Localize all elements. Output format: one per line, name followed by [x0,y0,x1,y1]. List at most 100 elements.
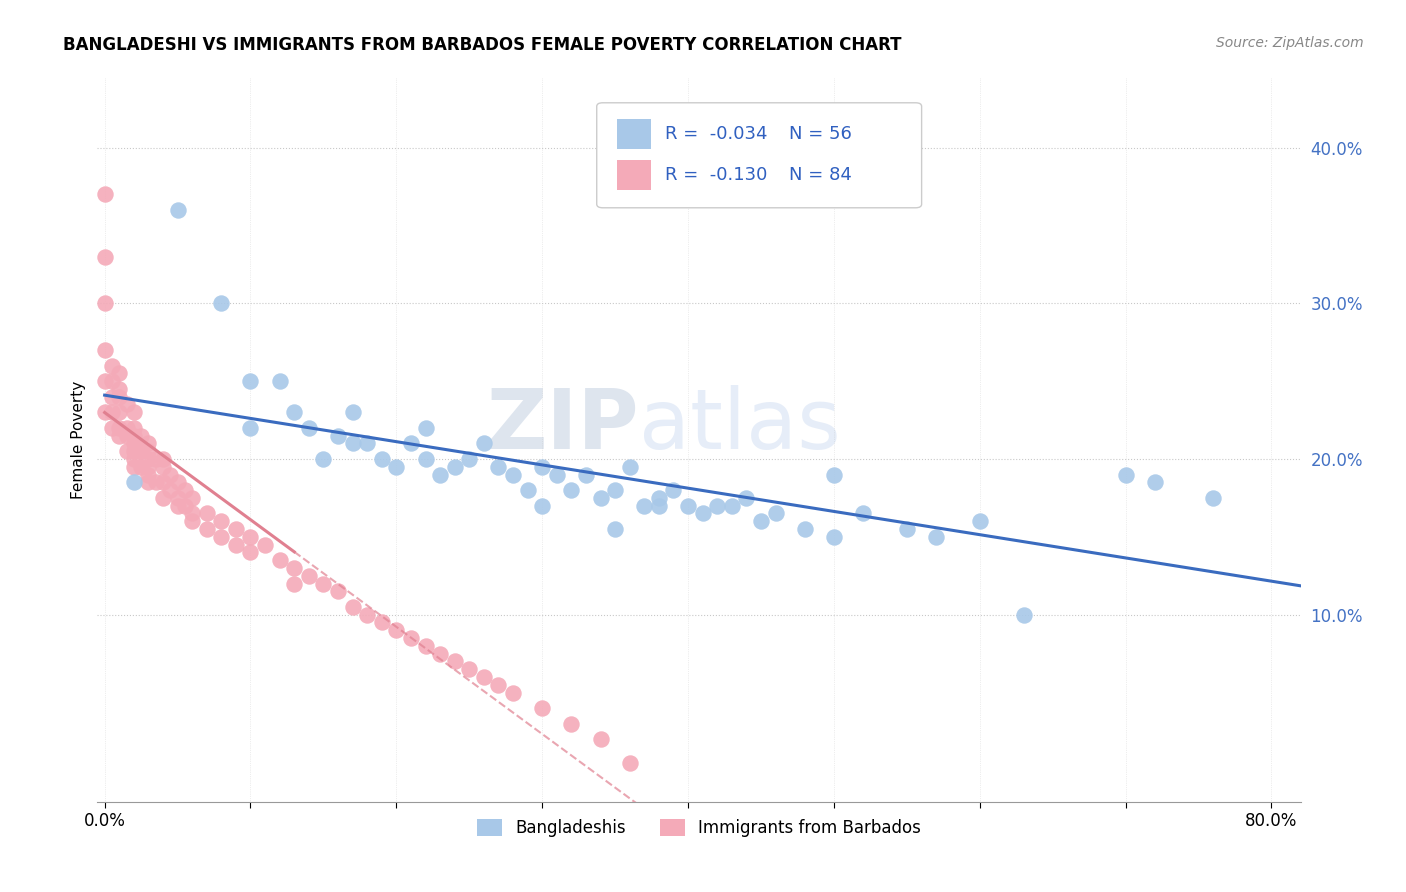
Y-axis label: Female Poverty: Female Poverty [72,380,86,499]
Point [326,584,349,599]
Point [101,390,124,404]
Text: atlas: atlas [638,384,841,466]
Point [356,607,378,622]
Point [472,436,495,450]
Point [312,452,335,467]
Point [122,428,145,442]
Point [93,250,115,264]
FancyBboxPatch shape [596,103,921,208]
Point [115,428,138,442]
Point [115,421,138,435]
Point [619,756,641,770]
Bar [617,160,651,190]
Point [108,367,131,381]
Point [225,538,247,552]
Point [195,522,218,536]
Point [662,483,685,497]
Point [145,452,167,467]
Point [152,491,174,505]
Point [108,390,131,404]
Point [239,545,262,559]
Point [356,436,378,450]
Point [531,499,554,513]
Point [692,507,714,521]
Point [138,475,160,490]
Point [108,421,131,435]
Point [765,507,787,521]
Point [443,655,465,669]
Point [1202,491,1225,505]
Point [749,514,772,528]
Point [516,483,538,497]
Point [269,553,291,567]
Point [209,530,232,544]
Point [152,459,174,474]
Point [969,514,991,528]
Point [298,568,321,582]
Point [312,576,335,591]
Point [195,507,218,521]
Point [239,530,262,544]
Point [122,452,145,467]
Point [101,359,124,373]
Point [458,662,481,676]
Point [269,374,291,388]
Point [399,436,422,450]
Point [371,615,394,630]
Point [159,467,181,482]
Point [488,459,510,474]
Point [720,499,742,513]
Text: R =  -0.034: R = -0.034 [665,125,768,143]
Point [531,701,554,715]
Point [166,499,188,513]
Point [648,499,671,513]
Point [472,670,495,684]
Point [108,405,131,419]
Point [122,421,145,435]
Point [93,374,115,388]
Point [342,599,364,614]
Point [166,202,188,217]
Point [415,421,437,435]
Point [415,452,437,467]
Point [181,491,204,505]
Point [138,452,160,467]
Point [589,732,612,747]
Point [502,467,524,482]
Point [676,499,699,513]
Text: N = 56: N = 56 [789,125,852,143]
Point [108,382,131,396]
Point [633,499,655,513]
Point [458,452,481,467]
Point [546,467,568,482]
Point [605,522,627,536]
Point [225,522,247,536]
Point [1012,607,1035,622]
Point [122,436,145,450]
Point [254,538,277,552]
Point [589,491,612,505]
Legend: Bangladeshis, Immigrants from Barbados: Bangladeshis, Immigrants from Barbados [471,813,928,844]
Point [129,428,152,442]
Point [93,405,115,419]
Point [93,343,115,357]
Point [181,507,204,521]
Point [531,459,554,474]
Point [152,475,174,490]
Point [159,483,181,497]
Point [488,678,510,692]
Point [896,522,918,536]
Point [1143,475,1166,490]
Text: ZIP: ZIP [486,384,638,466]
Point [648,491,671,505]
Point [138,436,160,450]
Point [173,499,195,513]
Point [166,491,188,505]
Point [145,475,167,490]
Point [823,467,845,482]
Point [138,444,160,458]
Point [342,405,364,419]
Point [122,444,145,458]
Point [502,685,524,699]
Point [793,522,815,536]
